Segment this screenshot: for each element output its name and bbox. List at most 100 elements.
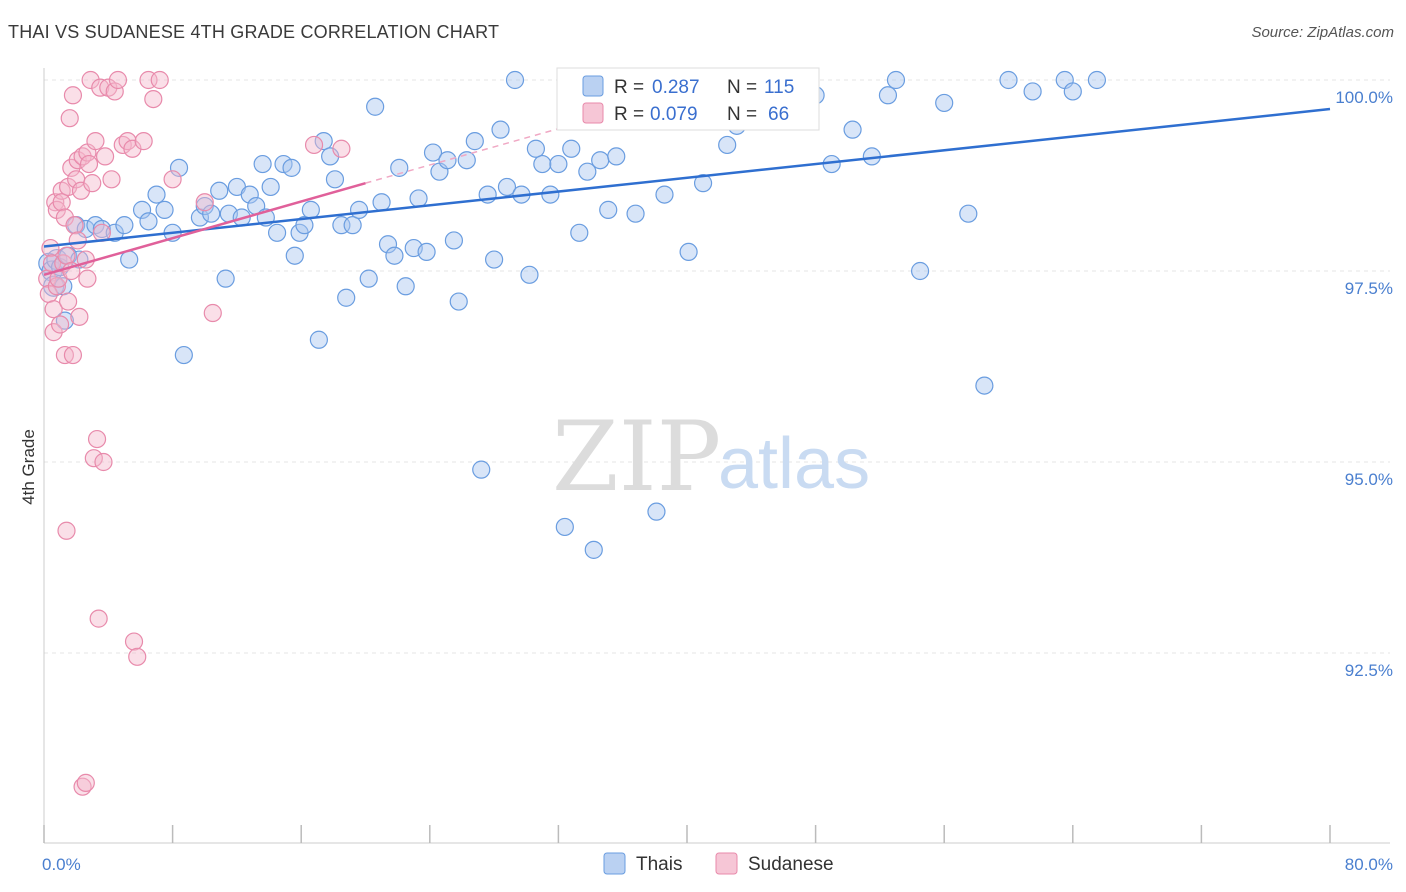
thais-point-16 — [132, 200, 152, 219]
y-tick-labels: 92.5% 95.0% 97.5% 100.0% — [1335, 88, 1393, 680]
thais-point-76 — [526, 139, 545, 158]
sudanese-point-24 — [63, 345, 83, 365]
sudanese-point-49 — [102, 170, 121, 189]
axes — [43, 68, 1390, 844]
sudanese-point-39 — [83, 174, 102, 193]
thais-point-49 — [343, 216, 362, 235]
y-tick-label-3: 100.0% — [1335, 88, 1393, 107]
thais-point-42 — [301, 200, 320, 219]
legend-r-label-sudanese: R = — [614, 104, 644, 125]
thais-point-94 — [679, 242, 698, 261]
thais-point-75 — [520, 265, 539, 284]
thais-point-59 — [409, 189, 428, 208]
thais-point-67 — [465, 132, 484, 151]
thais-point-43 — [309, 330, 328, 349]
thais-point-71 — [491, 120, 510, 139]
thais-point-38 — [282, 158, 301, 177]
thais-point-35 — [261, 177, 280, 197]
thais-point-36 — [267, 223, 287, 242]
thais-trend-line — [43, 107, 1331, 248]
thais-point-89 — [626, 204, 645, 223]
thais-point-60 — [417, 242, 436, 261]
watermark: ZIP atlas — [552, 401, 870, 513]
thais-point-55 — [385, 246, 404, 265]
thais-point-54 — [378, 235, 398, 254]
sudanese-point-19 — [59, 292, 78, 311]
sudanese-point-38 — [81, 70, 100, 90]
thais-point-83 — [578, 162, 597, 181]
thais-point-53 — [372, 193, 391, 212]
thais-point-15 — [120, 250, 139, 269]
thais-point-111 — [975, 376, 994, 395]
thais-point-82 — [570, 223, 589, 242]
thais-point-110 — [959, 204, 978, 223]
sudanese-point-55 — [124, 632, 144, 651]
thais-point-70 — [485, 250, 504, 269]
sudanese-point-14 — [55, 208, 74, 227]
thais-point-92 — [655, 185, 674, 204]
sudanese-point-8 — [47, 277, 66, 296]
thais-point-21 — [169, 158, 189, 177]
series-legend: Thais Sudanese — [603, 852, 834, 875]
x-tick-label-1: 80.0% — [1345, 855, 1393, 874]
thais-point-18 — [147, 185, 166, 204]
thais-point-61 — [423, 143, 443, 162]
sudanese-point-51 — [108, 70, 128, 90]
sudanese-point-42 — [87, 429, 107, 449]
thais-point-41 — [295, 216, 314, 235]
sudanese-trend-line — [43, 181, 366, 277]
y-tick-label-1: 95.0% — [1345, 470, 1393, 489]
thais-point-46 — [325, 170, 345, 189]
thais-point-78 — [541, 185, 560, 204]
y-axis-label: 4th Grade — [19, 429, 38, 505]
thais-point-72 — [497, 177, 517, 197]
thais-point-64 — [444, 231, 464, 250]
thais-point-25 — [202, 204, 221, 223]
thais-point-86 — [599, 200, 618, 219]
thais-point-50 — [349, 200, 369, 219]
thais-point-77 — [533, 154, 552, 174]
thais-point-17 — [139, 212, 158, 231]
sudanese-point-29 — [70, 307, 89, 326]
thais-point-81 — [562, 139, 581, 158]
sudanese-point-64 — [304, 135, 324, 155]
sudanese-point-50 — [105, 82, 124, 101]
sudanese-point-16 — [57, 246, 76, 265]
thais-point-39 — [285, 246, 304, 265]
thais-point-63 — [438, 151, 457, 170]
thais-point-19 — [155, 200, 174, 219]
legend-r-value-thais: 0.287 — [652, 77, 700, 98]
chart-title: THAI VS SUDANESE 4TH GRADE CORRELATION C… — [8, 22, 500, 42]
thais-point-48 — [337, 288, 356, 307]
series-legend-label-sudanese: Sudanese — [748, 854, 834, 875]
gridlines — [44, 79, 1390, 654]
thais-point-31 — [240, 185, 259, 204]
sudanese-point-10 — [50, 315, 70, 334]
thais-point-109 — [935, 93, 954, 113]
sudanese-point-57 — [134, 132, 153, 151]
thais-point-84 — [584, 540, 603, 559]
sudanese-point-47 — [95, 147, 115, 166]
thais-point-27 — [216, 269, 235, 288]
watermark-zip: ZIP — [552, 401, 721, 513]
series-legend-label-thais: Thais — [636, 854, 682, 875]
sudanese-point-40 — [84, 449, 103, 468]
thais-point-97 — [718, 135, 737, 155]
x-tick-labels: 0.0% 80.0% — [42, 855, 1393, 874]
watermark-atlas: atlas — [718, 424, 870, 504]
sudanese-point-21 — [62, 158, 81, 177]
thais-point-56 — [390, 158, 409, 177]
x-tick-label-0: 0.0% — [42, 855, 81, 874]
sudanese-point-65 — [332, 139, 351, 158]
thais-point-68 — [472, 460, 491, 479]
thais-point-73 — [505, 70, 525, 90]
thais-point-87 — [607, 147, 626, 166]
sudanese-point-12 — [52, 193, 71, 212]
legend-r-value-sudanese: 0.079 — [650, 104, 698, 125]
thais-point-14 — [115, 216, 134, 235]
sudanese-point-43 — [89, 609, 108, 628]
sudanese-point-63 — [203, 303, 222, 323]
legend-swatch-sudanese — [582, 102, 604, 124]
thais-point-91 — [647, 502, 666, 521]
